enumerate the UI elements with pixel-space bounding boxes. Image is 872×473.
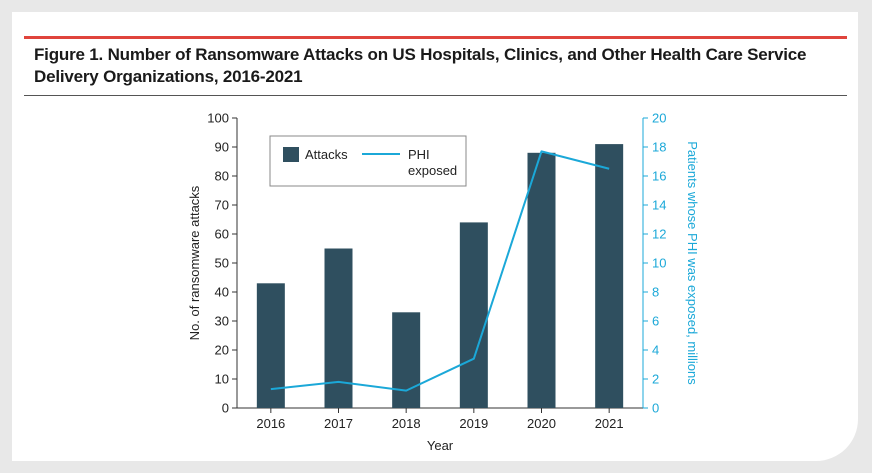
right-tick-label: 8 bbox=[652, 285, 659, 300]
right-tick-label: 18 bbox=[652, 140, 666, 155]
left-tick-label: 50 bbox=[215, 256, 229, 271]
bar-attacks bbox=[595, 144, 624, 408]
right-tick-label: 6 bbox=[652, 314, 659, 329]
x-tick-label: 2020 bbox=[527, 416, 556, 431]
figure-title: Figure 1. Number of Ransomware Attacks o… bbox=[34, 44, 814, 88]
right-tick-label: 0 bbox=[652, 401, 659, 416]
left-tick-label: 30 bbox=[215, 314, 229, 329]
x-tick-label: 2019 bbox=[459, 416, 488, 431]
right-tick-label: 2 bbox=[652, 372, 659, 387]
left-tick-label: 0 bbox=[222, 401, 229, 416]
left-tick-label: 40 bbox=[215, 285, 229, 300]
x-axis-title: Year bbox=[427, 438, 454, 453]
bar-attacks bbox=[527, 152, 556, 408]
legend-label-attacks: Attacks bbox=[305, 147, 348, 162]
left-tick-label: 10 bbox=[215, 372, 229, 387]
x-tick-label: 2021 bbox=[595, 416, 624, 431]
figure-title-line1: Figure 1. Number of Ransomware Attacks o… bbox=[34, 45, 807, 64]
y-axis-title-left: No. of ransomware attacks bbox=[187, 185, 202, 340]
right-tick-label: 16 bbox=[652, 169, 666, 184]
left-tick-label: 90 bbox=[215, 140, 229, 155]
bar-attacks bbox=[459, 222, 488, 408]
legend-swatch-attacks bbox=[283, 147, 299, 162]
right-tick-label: 12 bbox=[652, 227, 666, 242]
left-tick-label: 70 bbox=[215, 198, 229, 213]
y-axis-title-right: Patients whose PHI was exposed, millions bbox=[685, 141, 700, 385]
accent-rule bbox=[24, 36, 847, 39]
x-tick-label: 2017 bbox=[324, 416, 353, 431]
left-tick-label: 100 bbox=[207, 111, 229, 126]
bar-attacks bbox=[256, 283, 285, 408]
legend-box bbox=[269, 135, 467, 187]
x-tick-label: 2018 bbox=[392, 416, 421, 431]
title-divider bbox=[24, 95, 847, 96]
bar-attacks bbox=[392, 312, 421, 408]
right-tick-label: 4 bbox=[652, 343, 659, 358]
figure-title-line2: Delivery Organizations, 2016-2021 bbox=[34, 67, 303, 86]
figure-card bbox=[12, 12, 858, 461]
legend-label-phi-line1: PHI bbox=[408, 147, 430, 162]
line-phi-exposed bbox=[270, 150, 610, 392]
right-tick-label: 10 bbox=[652, 256, 666, 271]
right-tick-label: 20 bbox=[652, 111, 666, 126]
legend-label-phi-line2: exposed bbox=[408, 163, 457, 178]
right-tick-label: 14 bbox=[652, 198, 666, 213]
left-tick-label: 60 bbox=[215, 227, 229, 242]
x-tick-label: 2016 bbox=[256, 416, 285, 431]
left-tick-label: 20 bbox=[215, 343, 229, 358]
left-tick-label: 80 bbox=[215, 169, 229, 184]
